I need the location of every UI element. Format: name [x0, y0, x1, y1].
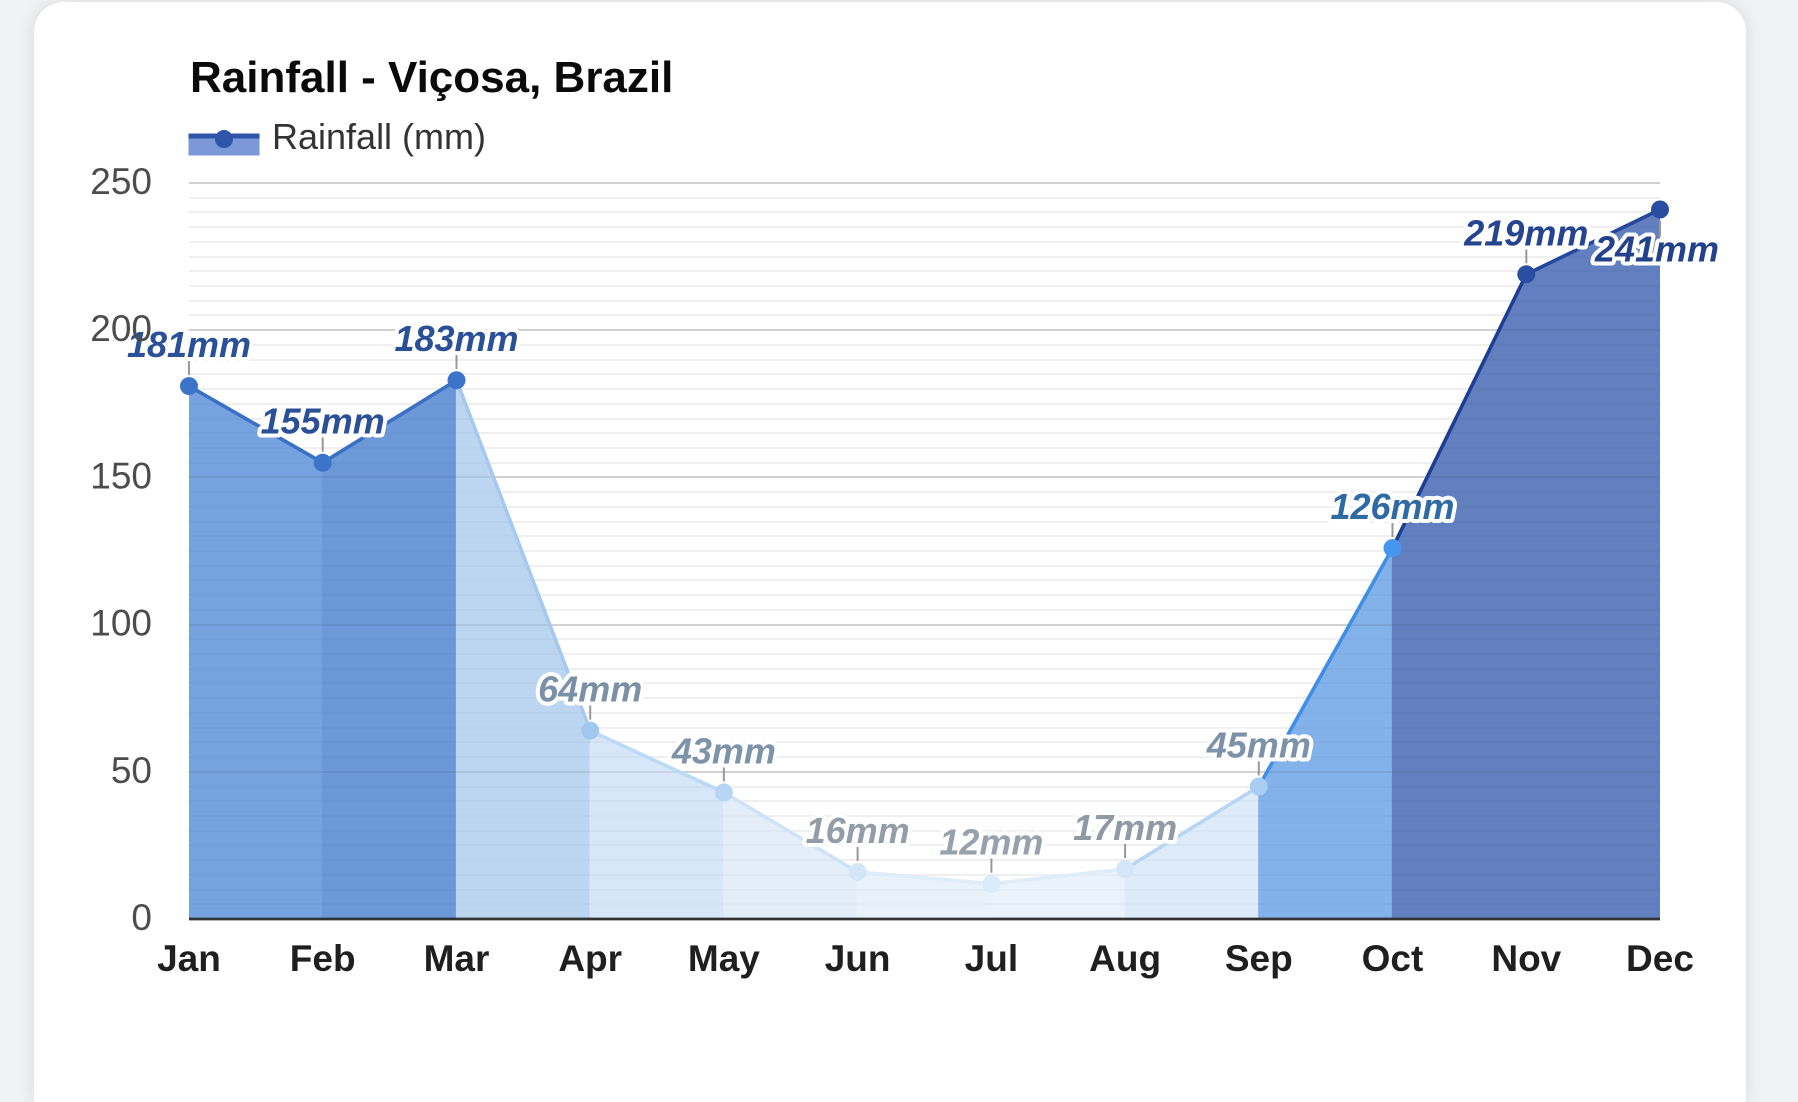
svg-text:183mm: 183mm — [394, 318, 518, 359]
svg-text:100: 100 — [90, 603, 152, 644]
svg-text:50: 50 — [111, 750, 152, 791]
svg-text:Jan: Jan — [157, 938, 221, 979]
svg-text:May: May — [688, 938, 760, 979]
svg-text:Aug: Aug — [1089, 938, 1161, 979]
svg-text:Dec: Dec — [1626, 938, 1694, 979]
svg-text:Nov: Nov — [1491, 938, 1561, 979]
svg-text:Oct: Oct — [1362, 938, 1424, 979]
svg-text:0: 0 — [131, 897, 152, 938]
svg-text:250: 250 — [90, 161, 152, 202]
svg-text:12mm: 12mm — [939, 822, 1043, 863]
svg-text:150: 150 — [90, 455, 152, 496]
svg-text:Rainfall - Viçosa, Brazil: Rainfall - Viçosa, Brazil — [190, 53, 673, 102]
svg-text:Jun: Jun — [825, 938, 891, 979]
svg-text:181mm: 181mm — [127, 324, 251, 365]
svg-text:155mm: 155mm — [261, 401, 385, 442]
svg-text:43mm: 43mm — [671, 730, 776, 771]
svg-text:Rainfall (mm): Rainfall (mm) — [272, 116, 486, 157]
svg-text:16mm: 16mm — [806, 810, 910, 851]
svg-text:45mm: 45mm — [1206, 725, 1311, 766]
svg-text:200: 200 — [90, 308, 152, 349]
svg-text:241mm: 241mm — [1594, 229, 1719, 270]
svg-text:64mm: 64mm — [538, 669, 642, 710]
svg-text:17mm: 17mm — [1073, 807, 1177, 848]
svg-text:Apr: Apr — [558, 938, 622, 979]
svg-text:Feb: Feb — [290, 938, 356, 979]
svg-text:126mm: 126mm — [1330, 486, 1454, 527]
svg-text:219mm: 219mm — [1463, 212, 1588, 253]
svg-text:Sep: Sep — [1225, 938, 1293, 979]
svg-text:Mar: Mar — [424, 938, 490, 979]
svg-text:Jul: Jul — [965, 938, 1018, 979]
